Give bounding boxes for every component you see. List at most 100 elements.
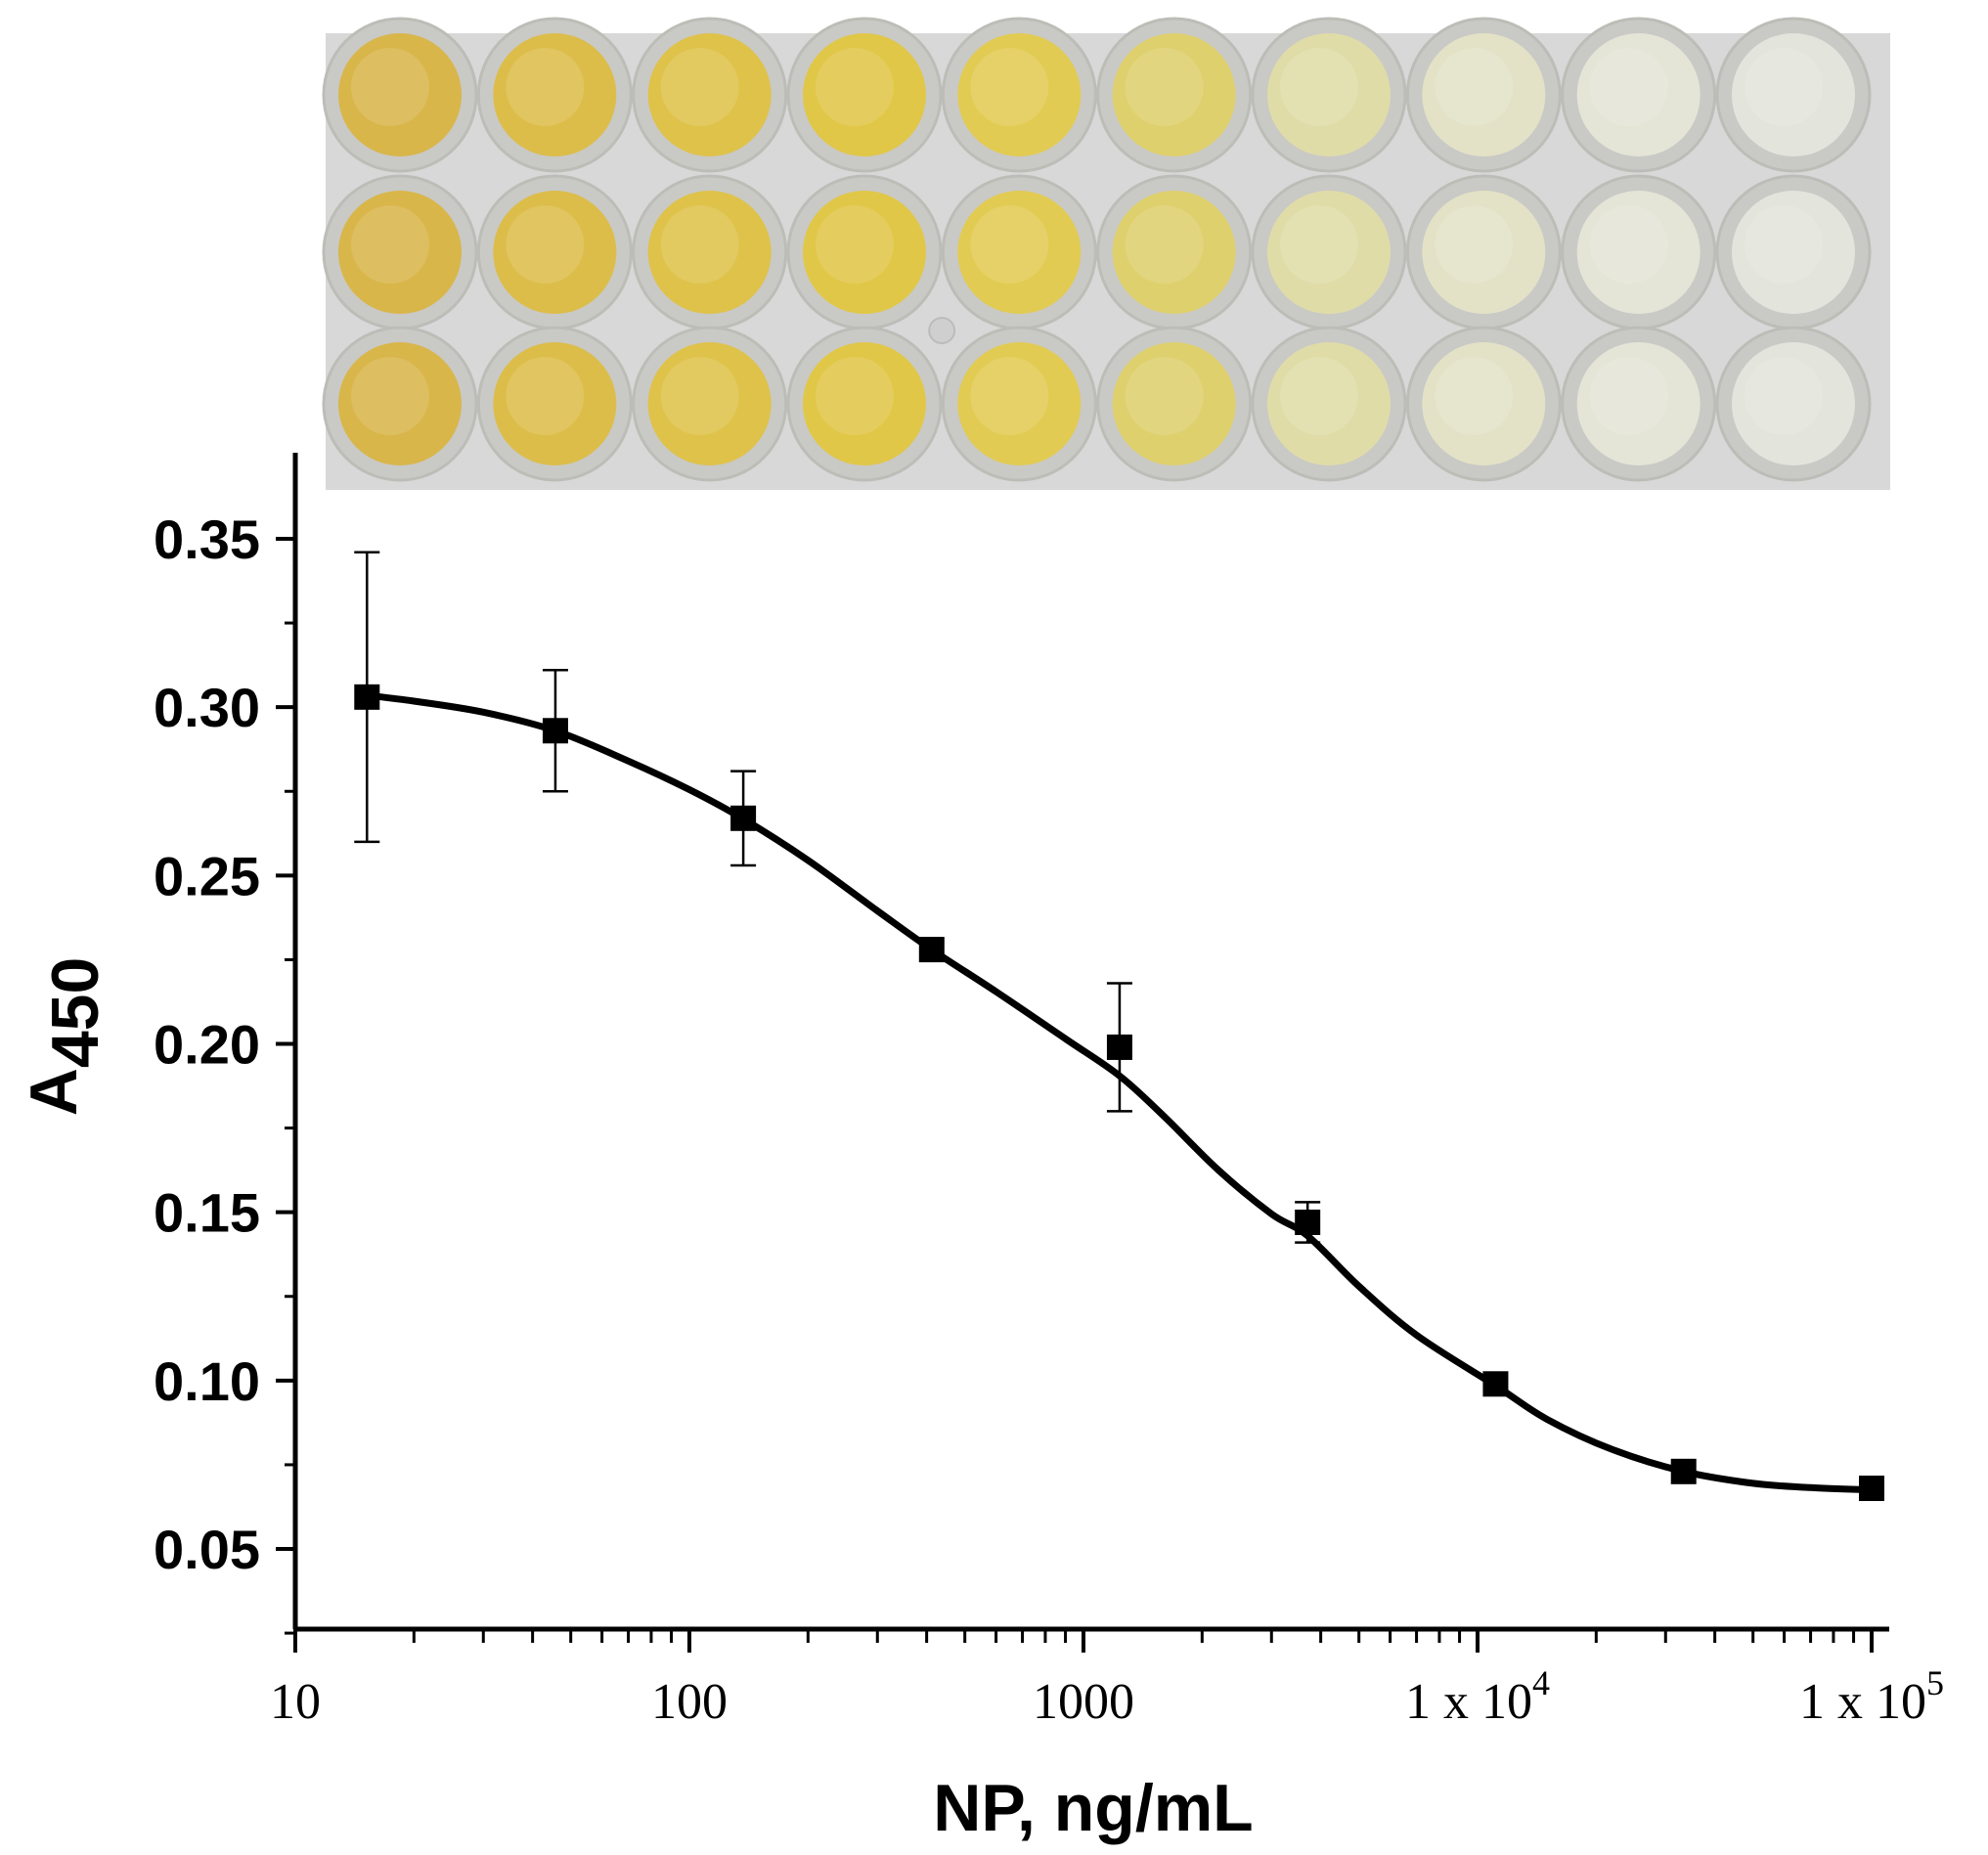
plate-well-highlight	[970, 205, 1049, 284]
error-bars	[354, 551, 1321, 1244]
data-point	[1106, 1034, 1132, 1060]
plate-well-highlight	[1589, 48, 1668, 126]
plate-well-highlight	[1125, 48, 1204, 126]
data-point	[1670, 1458, 1697, 1484]
x-tick-label: 1 x 104	[1405, 1663, 1550, 1730]
plate-well-highlight	[970, 48, 1049, 126]
plate-well	[338, 33, 462, 156]
x-ticks: 10 100 1000 1 x 104 1 x 105	[270, 1629, 1944, 1730]
y-tick-label: 0.30	[154, 677, 260, 738]
plate-well-highlight	[351, 48, 429, 126]
x-tick-label-base: 1 x 10	[1405, 1674, 1532, 1730]
plate-well	[957, 33, 1082, 156]
plate-well-highlight	[1745, 357, 1823, 435]
plate-well	[1576, 191, 1701, 314]
plate-well	[338, 191, 462, 314]
plate-well-highlight	[1125, 357, 1204, 435]
y-ticks: 0.05 0.10 0.15 0.20 0.25 0.30 0.35	[154, 508, 295, 1635]
plate-well	[647, 342, 772, 465]
plate-well	[1732, 33, 1855, 156]
plate-well	[1576, 342, 1701, 465]
plate-well	[957, 342, 1082, 465]
plate-well	[493, 33, 617, 156]
plate-well	[1112, 342, 1236, 465]
plate-well-highlight	[1745, 205, 1823, 284]
plate-well-highlight	[660, 48, 739, 126]
plate-well	[803, 191, 926, 314]
plate-well-highlight	[660, 205, 739, 284]
plate-well	[1422, 191, 1546, 314]
plate-well	[803, 342, 926, 465]
plate-well-highlight	[506, 357, 585, 435]
x-tick-label-base: 100	[651, 1674, 728, 1730]
plate-well-highlight	[506, 205, 585, 284]
x-tick-label: 1000	[1033, 1674, 1134, 1730]
plate-well-highlight	[1435, 48, 1514, 126]
y-axis-title: A450	[17, 957, 112, 1117]
plate-well-highlight	[816, 48, 894, 126]
plate-well	[647, 33, 772, 156]
y-tick-label: 0.25	[154, 845, 260, 906]
plate-well-highlight	[506, 48, 585, 126]
x-tick-label: 1 x 105	[1799, 1663, 1944, 1730]
plate-well-highlight	[1435, 357, 1514, 435]
fit-curve	[363, 691, 1876, 1494]
plate-well	[1422, 342, 1546, 465]
x-tick-label-exponent: 5	[1926, 1663, 1944, 1702]
plate-well	[803, 33, 926, 156]
y-tick-label: 0.10	[154, 1350, 260, 1412]
x-axis-title: NP, ng/mL	[933, 1771, 1253, 1845]
data-point	[1482, 1371, 1509, 1397]
plate-well	[1112, 191, 1236, 314]
axes	[292, 453, 1889, 1632]
plate-well	[647, 191, 772, 314]
y-tick-label: 0.05	[154, 1519, 260, 1580]
plate-well	[1267, 191, 1391, 314]
plate-well-highlight	[1280, 48, 1358, 126]
plate-well-highlight	[1125, 205, 1204, 284]
y-tick-label: 0.15	[154, 1182, 260, 1244]
plate-well	[493, 342, 617, 465]
plate-well	[1422, 33, 1546, 156]
plate-well-highlight	[816, 205, 894, 284]
data-point	[1859, 1476, 1884, 1502]
x-tick-label: 10	[270, 1674, 321, 1730]
x-tick-label-base: 1 x 10	[1799, 1674, 1926, 1730]
plate-well	[1112, 33, 1236, 156]
y-axis-title-subscript: 450	[38, 957, 112, 1068]
x-tick-label-base: 10	[270, 1674, 321, 1730]
plate-well	[1267, 33, 1391, 156]
plate-well-highlight	[351, 205, 429, 284]
plate-well	[957, 191, 1082, 314]
x-tick-label-base: 1000	[1033, 1674, 1134, 1730]
data-markers	[354, 684, 1884, 1502]
plate-well-highlight	[1589, 205, 1668, 284]
data-point	[354, 684, 380, 710]
plate-well-highlight	[816, 357, 894, 435]
plate-well	[493, 191, 617, 314]
plate-well-highlight	[1280, 357, 1358, 435]
plate-well-highlight	[1745, 48, 1823, 126]
y-tick-label: 0.20	[154, 1014, 260, 1076]
data-point	[542, 718, 568, 744]
plate-well	[1267, 342, 1391, 465]
plate-well	[1732, 342, 1855, 465]
data-point	[918, 937, 945, 963]
plate-well-highlight	[1589, 357, 1668, 435]
plate-well-highlight	[970, 357, 1049, 435]
data-point	[1295, 1209, 1321, 1235]
plate-well	[1732, 191, 1855, 314]
x-tick-label-exponent: 4	[1532, 1663, 1550, 1702]
y-tick-label: 0.35	[154, 508, 260, 570]
plate-well	[1576, 33, 1701, 156]
x-tick-label: 100	[651, 1674, 728, 1730]
y-axis-title-main: A	[17, 1068, 91, 1116]
plate-well	[338, 342, 462, 465]
microplate-photo	[322, 17, 1890, 490]
plate-well-highlight	[351, 357, 429, 435]
data-point	[730, 805, 757, 831]
plate-blemish	[928, 317, 956, 344]
plate-well-highlight	[1435, 205, 1514, 284]
plate-well-highlight	[660, 357, 739, 435]
